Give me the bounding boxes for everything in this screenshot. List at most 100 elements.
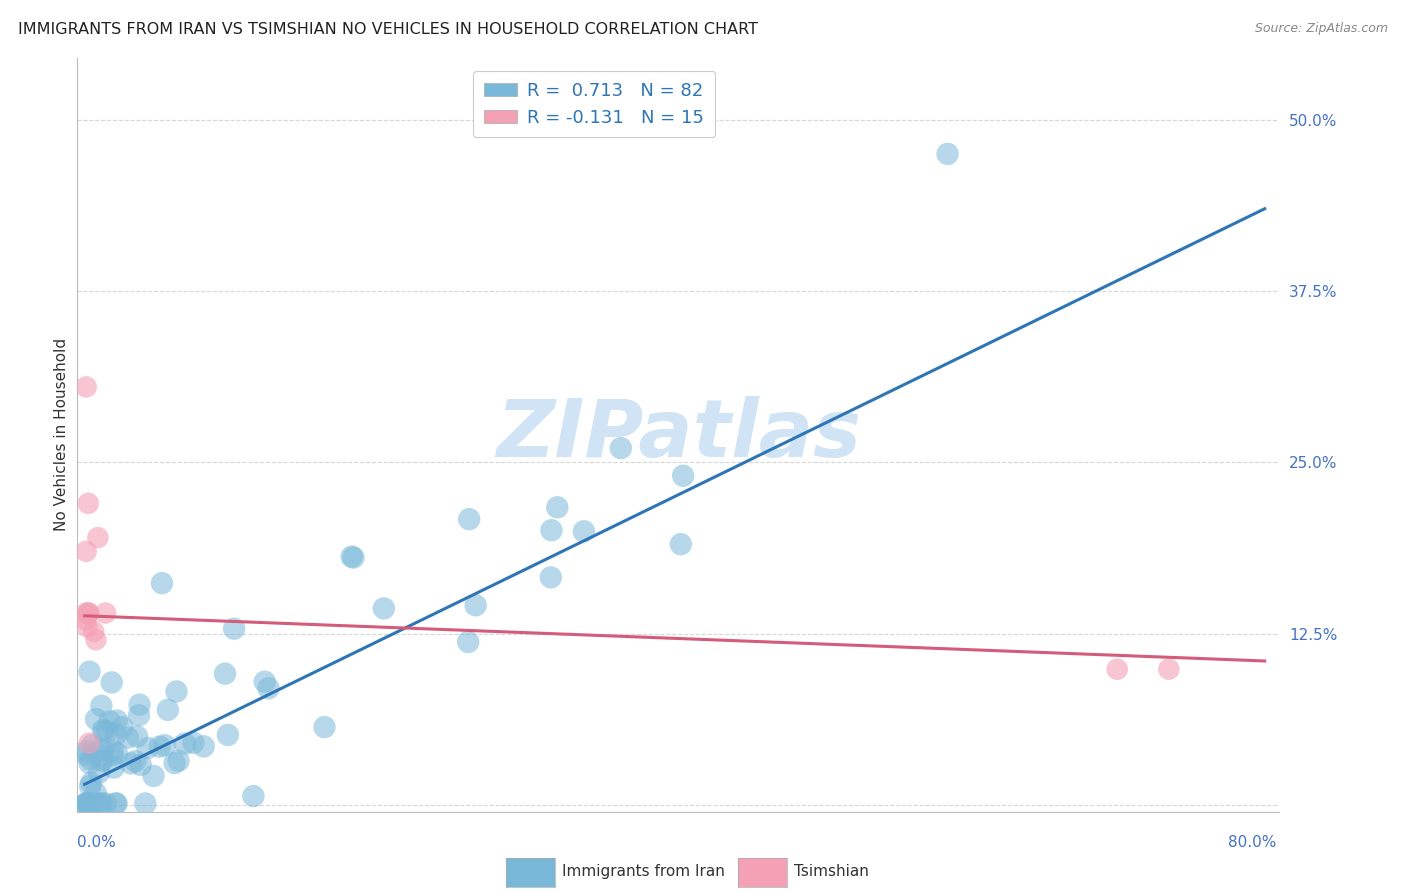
Point [120,756,142,771]
Point [166,684,188,698]
Text: Immigrants from Iran: Immigrants from Iran [562,864,725,879]
Point [79,752,101,766]
Point [111,720,134,734]
Point [373,601,395,615]
Point [89,742,111,756]
Point [458,512,481,526]
Text: Source: ZipAtlas.com: Source: ZipAtlas.com [1254,22,1388,36]
Point [153,738,176,752]
Point [193,739,215,754]
Point [242,789,264,803]
Point [117,731,139,745]
Point [79,779,101,793]
Point [214,666,236,681]
Point [84,632,107,647]
Point [93,724,115,739]
Point [77,736,100,750]
Point [610,441,633,455]
Point [672,468,695,483]
Point [101,748,124,763]
Point [87,531,110,545]
Point [76,620,98,634]
Point [222,622,245,636]
Point [105,746,128,760]
Point [253,674,276,689]
Point [340,549,363,564]
Point [464,599,486,613]
Point [96,724,118,739]
Text: 80.0%: 80.0% [1229,836,1277,850]
Point [75,797,97,811]
Point [87,765,110,780]
Point [77,797,100,811]
Point [84,787,107,801]
Point [142,769,165,783]
Point [936,147,959,161]
Point [540,570,562,584]
Point [105,714,128,728]
Point [156,703,179,717]
Point [77,606,100,620]
Point [82,738,104,752]
Point [136,741,159,756]
Point [77,496,100,510]
Text: ZIPatlas: ZIPatlas [496,396,860,474]
Point [91,753,114,767]
Point [128,698,150,712]
Point [669,537,692,551]
Point [105,797,128,811]
Point [90,797,112,811]
Point [91,723,114,737]
Point [134,797,156,811]
Point [125,730,148,744]
Point [149,739,172,754]
Point [75,747,97,762]
Point [91,743,114,757]
Text: IMMIGRANTS FROM IRAN VS TSIMSHIAN NO VEHICLES IN HOUSEHOLD CORRELATION CHART: IMMIGRANTS FROM IRAN VS TSIMSHIAN NO VEH… [18,22,758,37]
Point [124,754,146,768]
Point [217,728,239,742]
Point [77,797,100,811]
Point [82,797,104,811]
Text: 0.0%: 0.0% [77,836,117,850]
Point [257,681,280,696]
Point [174,737,197,751]
Point [1107,662,1129,676]
Point [83,624,105,639]
Point [76,797,98,811]
Point [75,797,97,811]
Point [94,606,117,620]
Point [90,698,112,713]
Legend: R =  0.713   N = 82, R = -0.131   N = 15: R = 0.713 N = 82, R = -0.131 N = 15 [474,70,716,137]
Point [101,743,124,757]
Point [105,727,128,741]
Point [77,606,100,620]
Point [129,757,152,772]
Point [98,714,121,729]
Point [103,760,125,774]
Point [342,550,364,565]
Point [84,712,107,726]
Text: Tsimshian: Tsimshian [794,864,869,879]
Point [75,380,97,394]
Point [90,797,112,811]
Point [75,744,97,758]
Point [314,720,336,734]
Point [540,523,562,537]
Point [546,500,568,515]
Point [75,544,97,558]
Point [167,754,190,768]
Point [457,635,479,649]
Point [80,776,103,790]
Point [75,797,97,811]
Point [150,576,173,591]
Point [75,606,97,620]
Y-axis label: No Vehicles in Household: No Vehicles in Household [53,338,69,532]
Point [104,797,127,811]
Point [75,613,97,627]
Point [1157,662,1180,676]
Point [163,756,186,770]
Point [100,675,122,690]
Point [86,797,108,811]
Point [128,708,150,723]
